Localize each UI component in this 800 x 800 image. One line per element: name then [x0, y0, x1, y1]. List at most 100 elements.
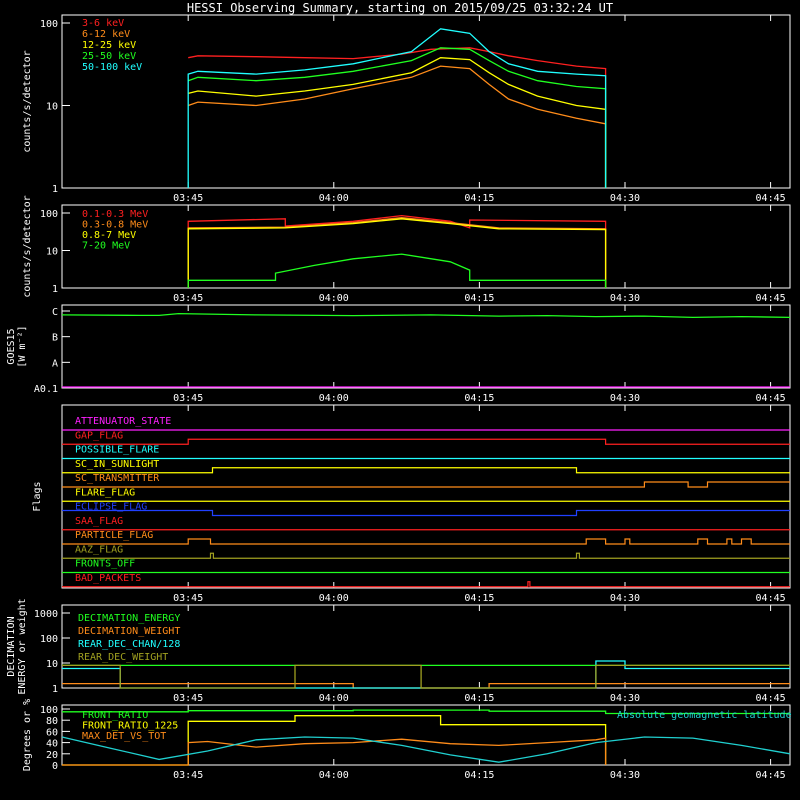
hxr-series-1	[187, 65, 607, 188]
hxr-panel-xtick-label: 04:45	[756, 193, 786, 204]
dec-legend-2: REAR_DEC_CHAN/128	[78, 639, 180, 650]
gamma-panel-xtick-label: 04:30	[610, 293, 640, 304]
ratios-panel-xtick-label: 04:30	[610, 770, 640, 781]
goes-ytick-label: C	[52, 307, 58, 318]
flag-label-11: BAD_PACKETS	[75, 573, 141, 584]
flag-label-1: GAP_FLAG	[75, 430, 123, 441]
gamma-ytick-label: 100	[40, 209, 58, 220]
ratios-panel-xtick-label: 03:45	[173, 770, 203, 781]
flag-line-4	[62, 481, 790, 488]
ratio-series-2	[62, 737, 607, 766]
dec-legend-1: DECIMATION_WEIGHT	[78, 626, 180, 637]
dec-ytick-label: 1000	[34, 609, 58, 620]
goes-ytick-label: A0.1	[34, 384, 58, 395]
ratio-series-3	[61, 736, 791, 763]
gamma-panel-frame	[61, 204, 791, 289]
gamma-panel-xtick-label: 04:45	[756, 293, 786, 304]
hxr-series-3	[187, 47, 607, 188]
decimation-panel-xtick-label: 04:45	[756, 693, 786, 704]
hxr-series-2	[188, 57, 607, 188]
flag-label-8: PARTICLE_FLAG	[75, 530, 153, 541]
dec-ylabel: DECIMATION	[6, 616, 17, 676]
flag-label-0: ATTENUATOR_STATE	[75, 416, 171, 427]
dec-series-1	[62, 682, 790, 689]
main-title: HESSI Observing Summary, starting on 201…	[186, 1, 614, 15]
ratio-ytick-label: 80	[46, 716, 58, 727]
ratio-legend-2: MAX_DET_VS_TOT	[82, 731, 166, 742]
hxr-legend-2: 12-25 keV	[82, 40, 136, 51]
flags-panel-frame	[61, 404, 791, 589]
ratio-ytick-label: 60	[46, 727, 58, 738]
flag-label-3: SC_IN_SUNLIGHT	[75, 459, 159, 470]
ratio-ytick-label: 100	[40, 705, 58, 716]
flags-ylabel: Flags	[32, 481, 43, 511]
flag-line-1	[62, 438, 790, 445]
goes-panel-xtick-label: 04:30	[610, 393, 640, 404]
decimation-panel-xtick-label: 04:30	[610, 693, 640, 704]
dec-legend-0: DECIMATION_ENERGY	[78, 613, 180, 624]
gamma-series-1	[187, 217, 607, 288]
flag-label-4: SC_TRANSMITTER	[75, 473, 160, 484]
flag-line-3	[62, 467, 790, 474]
hxr-legend-3: 25-50 keV	[82, 51, 136, 62]
gamma-legend-0: 0.1-0.3 MeV	[82, 209, 148, 220]
gamma-series-0	[187, 214, 607, 288]
hxr-ytick-label: 100	[40, 19, 58, 30]
ratio-ytick-label: 0	[52, 761, 58, 772]
ratio-legend-1: FRONT_RATIO_1225	[82, 721, 178, 732]
flag-label-7: SAA_FLAG	[75, 516, 123, 527]
gamma-ytick-label: 10	[46, 247, 58, 258]
flags-panel-xtick-label: 04:30	[610, 593, 640, 604]
gamma-series-3	[187, 253, 607, 288]
flag-line-11	[62, 581, 790, 588]
gamma-ytick-label: 1	[52, 284, 58, 295]
ratio-ytick-label: 40	[46, 739, 58, 750]
dec-ytick-label: 1	[52, 684, 58, 695]
decimation-panel-xtick-label: 04:00	[319, 693, 349, 704]
ratio-legend-0: FRONT_RATIO	[82, 710, 148, 721]
decimation-panel-xtick-label: 04:15	[464, 693, 494, 704]
goes-ylabel: GOES15	[6, 328, 17, 364]
goes-panel-frame	[61, 304, 791, 389]
hxr-panel-xtick-label: 04:00	[319, 193, 349, 204]
gamma-series-2	[187, 218, 607, 288]
goes-panel-xtick-label: 03:45	[173, 393, 203, 404]
goes-panel-xtick-label: 04:15	[464, 393, 494, 404]
goes-panel-xtick-label: 04:00	[319, 393, 349, 404]
gamma-panel-xtick-label: 04:00	[319, 293, 349, 304]
ratios-panel-frame	[61, 704, 791, 766]
ratios-panel-xtick-label: 04:15	[464, 770, 494, 781]
flag-line-9	[62, 552, 790, 559]
decimation-panel-xtick-label: 03:45	[173, 693, 203, 704]
ratios-panel-xtick-label: 04:00	[319, 770, 349, 781]
flag-label-2: POSSIBLE_FLARE	[75, 445, 159, 456]
goes-panel-xtick-label: 04:45	[756, 393, 786, 404]
hxr-legend-1: 6-12 keV	[82, 29, 130, 40]
flags-panel-xtick-label: 04:45	[756, 593, 786, 604]
flags-panel-xtick-label: 04:15	[464, 593, 494, 604]
gamma-legend-2: 0.8-7 MeV	[82, 230, 136, 241]
hxr-ylabel: counts/s/detector	[22, 50, 33, 152]
dec-ylabel: ENERGY or weight	[17, 598, 28, 694]
hxr-legend-4: 50-100 keV	[82, 62, 142, 73]
goes-ylabel: [W m⁻²]	[17, 325, 28, 367]
flag-label-5: FLARE_FLAG	[75, 487, 135, 498]
hxr-panel-xtick-label: 04:15	[464, 193, 494, 204]
hxr-ytick-label: 1	[52, 184, 58, 195]
ratio-series-0	[62, 709, 790, 715]
dec-legend-3: REAR_DEC_WEIGHT	[78, 652, 168, 663]
ratio-ytick-label: 20	[46, 750, 58, 761]
gamma-panel-xtick-label: 03:45	[173, 293, 203, 304]
flags-panel-xtick-label: 03:45	[173, 593, 203, 604]
gamma-legend-1: 0.3-0.8 MeV	[82, 220, 148, 231]
ratios-panel-xtick-label: 04:45	[756, 770, 786, 781]
dec-series-3	[62, 664, 790, 689]
hxr-ytick-label: 10	[46, 102, 58, 113]
gamma-legend-3: 7-20 MeV	[82, 241, 130, 252]
hxr-series-4	[187, 28, 607, 188]
dec-ytick-label: 10	[46, 659, 58, 670]
flag-line-6	[62, 509, 790, 517]
hxr-panel-xtick-label: 03:45	[173, 193, 203, 204]
hxr-panel-xtick-label: 04:30	[610, 193, 640, 204]
